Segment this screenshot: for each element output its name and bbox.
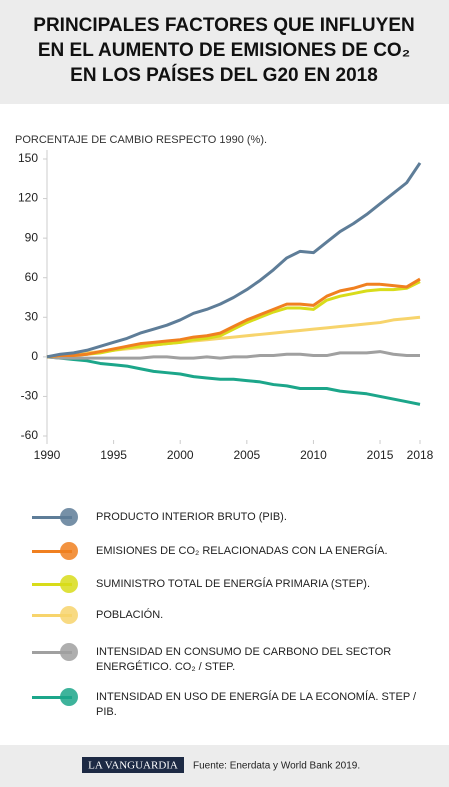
y-tick-label: 150	[18, 151, 38, 165]
chart-title: PRINCIPALES FACTORES QUE INFLUYEN	[33, 15, 414, 36]
series-line	[46, 355, 421, 406]
y-tick-label: 30	[25, 309, 39, 323]
legend-icon	[60, 575, 78, 593]
legend-label: POBLACIÓN.	[96, 609, 164, 621]
x-tick-label: 2015	[367, 448, 394, 462]
x-tick-label: 2005	[233, 448, 260, 462]
legend-icon	[60, 542, 78, 560]
legend-swatch	[32, 516, 72, 519]
legend-icon	[60, 688, 78, 706]
legend-swatch	[32, 614, 72, 617]
x-tick-label: 2000	[167, 448, 194, 462]
title-band	[0, 0, 449, 104]
legend-swatch	[32, 696, 72, 699]
legend-icon	[60, 508, 78, 526]
series-line	[46, 277, 421, 359]
legend-icon	[60, 606, 78, 624]
chart-title: EN EL AUMENTO DE EMISIONES DE CO₂	[38, 40, 410, 61]
y-axis-label: PORCENTAJE DE CAMBIO RESPECTO 1990 (%).	[15, 134, 267, 146]
brand: LA VANGUARDIA	[88, 760, 178, 772]
legend-swatch	[32, 651, 72, 654]
y-tick-label: 0	[31, 349, 38, 363]
x-tick-label: 1990	[34, 448, 61, 462]
brand-box	[82, 757, 184, 773]
series-line	[46, 350, 420, 360]
y-tick-label: 60	[25, 270, 39, 284]
legend-label: INTENSIDAD EN CONSUMO DE CARBONO DEL SEC…	[96, 646, 392, 673]
series-line	[46, 162, 422, 359]
legend-swatch	[32, 583, 72, 586]
chart-title: EN LOS PAÍSES DEL G20 EN 2018	[70, 64, 378, 86]
legend-label: PRODUCTO INTERIOR BRUTO (PIB).	[96, 511, 287, 523]
source: Fuente: Enerdata y World Bank 2019.	[193, 761, 360, 772]
legend-label: SUMINISTRO TOTAL DE ENERGÍA PRIMARIA (ST…	[96, 578, 371, 590]
legend-swatch	[32, 550, 72, 553]
x-tick-label: 2018	[407, 448, 434, 462]
footer-band	[0, 745, 449, 787]
y-tick-label: 120	[18, 191, 38, 205]
x-tick-label: 1995	[100, 448, 127, 462]
legend-label: EMISIONES DE CO₂ RELACIONADAS CON LA ENE…	[96, 545, 388, 557]
y-tick-label: -30	[21, 389, 39, 403]
legend-icon	[60, 643, 78, 661]
y-tick-label: -60	[21, 428, 39, 442]
x-tick-label: 2010	[300, 448, 327, 462]
legend-label: INTENSIDAD EN USO DE ENERGÍA DE LA ECONO…	[96, 691, 417, 718]
y-tick-label: 90	[25, 230, 39, 244]
